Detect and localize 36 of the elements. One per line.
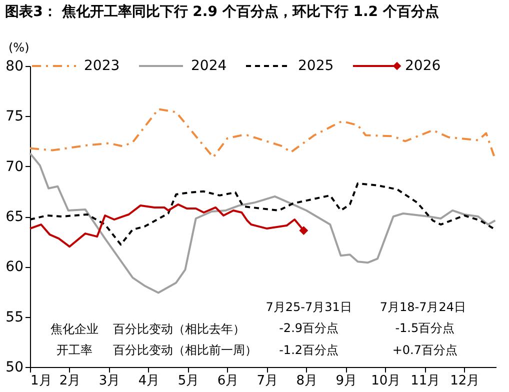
- legend-label: 2024: [191, 58, 227, 74]
- annotation: 7月25-7月31日: [266, 300, 352, 314]
- annotation: 百分比变动（相比去年）: [112, 322, 245, 336]
- y-tick-label: 50: [6, 360, 24, 376]
- x-tick-label: 8月: [296, 374, 318, 388]
- annotation: 百分比变动（相比前一周）: [112, 342, 257, 357]
- x-tick-label: 3月: [98, 374, 120, 388]
- y-axis-title: (%): [8, 40, 30, 54]
- annotation: 开工率: [56, 342, 93, 357]
- annotation: -1.2百分点: [279, 342, 339, 357]
- x-tick-label: 10月: [371, 374, 401, 388]
- y-tick-label: 60: [6, 259, 24, 276]
- annotation: 焦化企业: [50, 322, 99, 336]
- y-tick-label: 70: [6, 158, 24, 175]
- annotation: +0.7百分点: [392, 342, 458, 357]
- y-tick-label: 80: [6, 58, 24, 74]
- x-tick-label: 4月: [138, 374, 160, 388]
- x-tick-label: 7月: [256, 374, 278, 388]
- y-tick-label: 75: [6, 108, 24, 125]
- x-tick-label: 6月: [217, 374, 239, 388]
- legend-label: 2025: [298, 58, 334, 74]
- x-tick-label: 9月: [336, 374, 358, 388]
- annotation: -2.9百分点: [279, 320, 339, 335]
- annotation: -1.5百分点: [395, 320, 455, 335]
- legend-label: 2026: [405, 58, 441, 74]
- x-tick-label: 11月: [410, 374, 440, 388]
- legend-label: 2023: [84, 58, 120, 74]
- x-tick-label: 1月: [30, 374, 52, 388]
- x-tick-label: 2月: [59, 374, 81, 388]
- annotation: 7月18-7月24日: [380, 300, 466, 314]
- x-tick-label: 12月: [450, 374, 480, 388]
- y-tick-label: 55: [6, 309, 24, 326]
- line-series: [29, 152, 496, 294]
- x-tick-label: 5月: [178, 374, 200, 388]
- y-tick-label: 65: [6, 209, 24, 225]
- chart-title: 图表3： 焦化开工率同比下行 2.9 个百分点，环比下行 1.2 个百分点: [5, 3, 439, 20]
